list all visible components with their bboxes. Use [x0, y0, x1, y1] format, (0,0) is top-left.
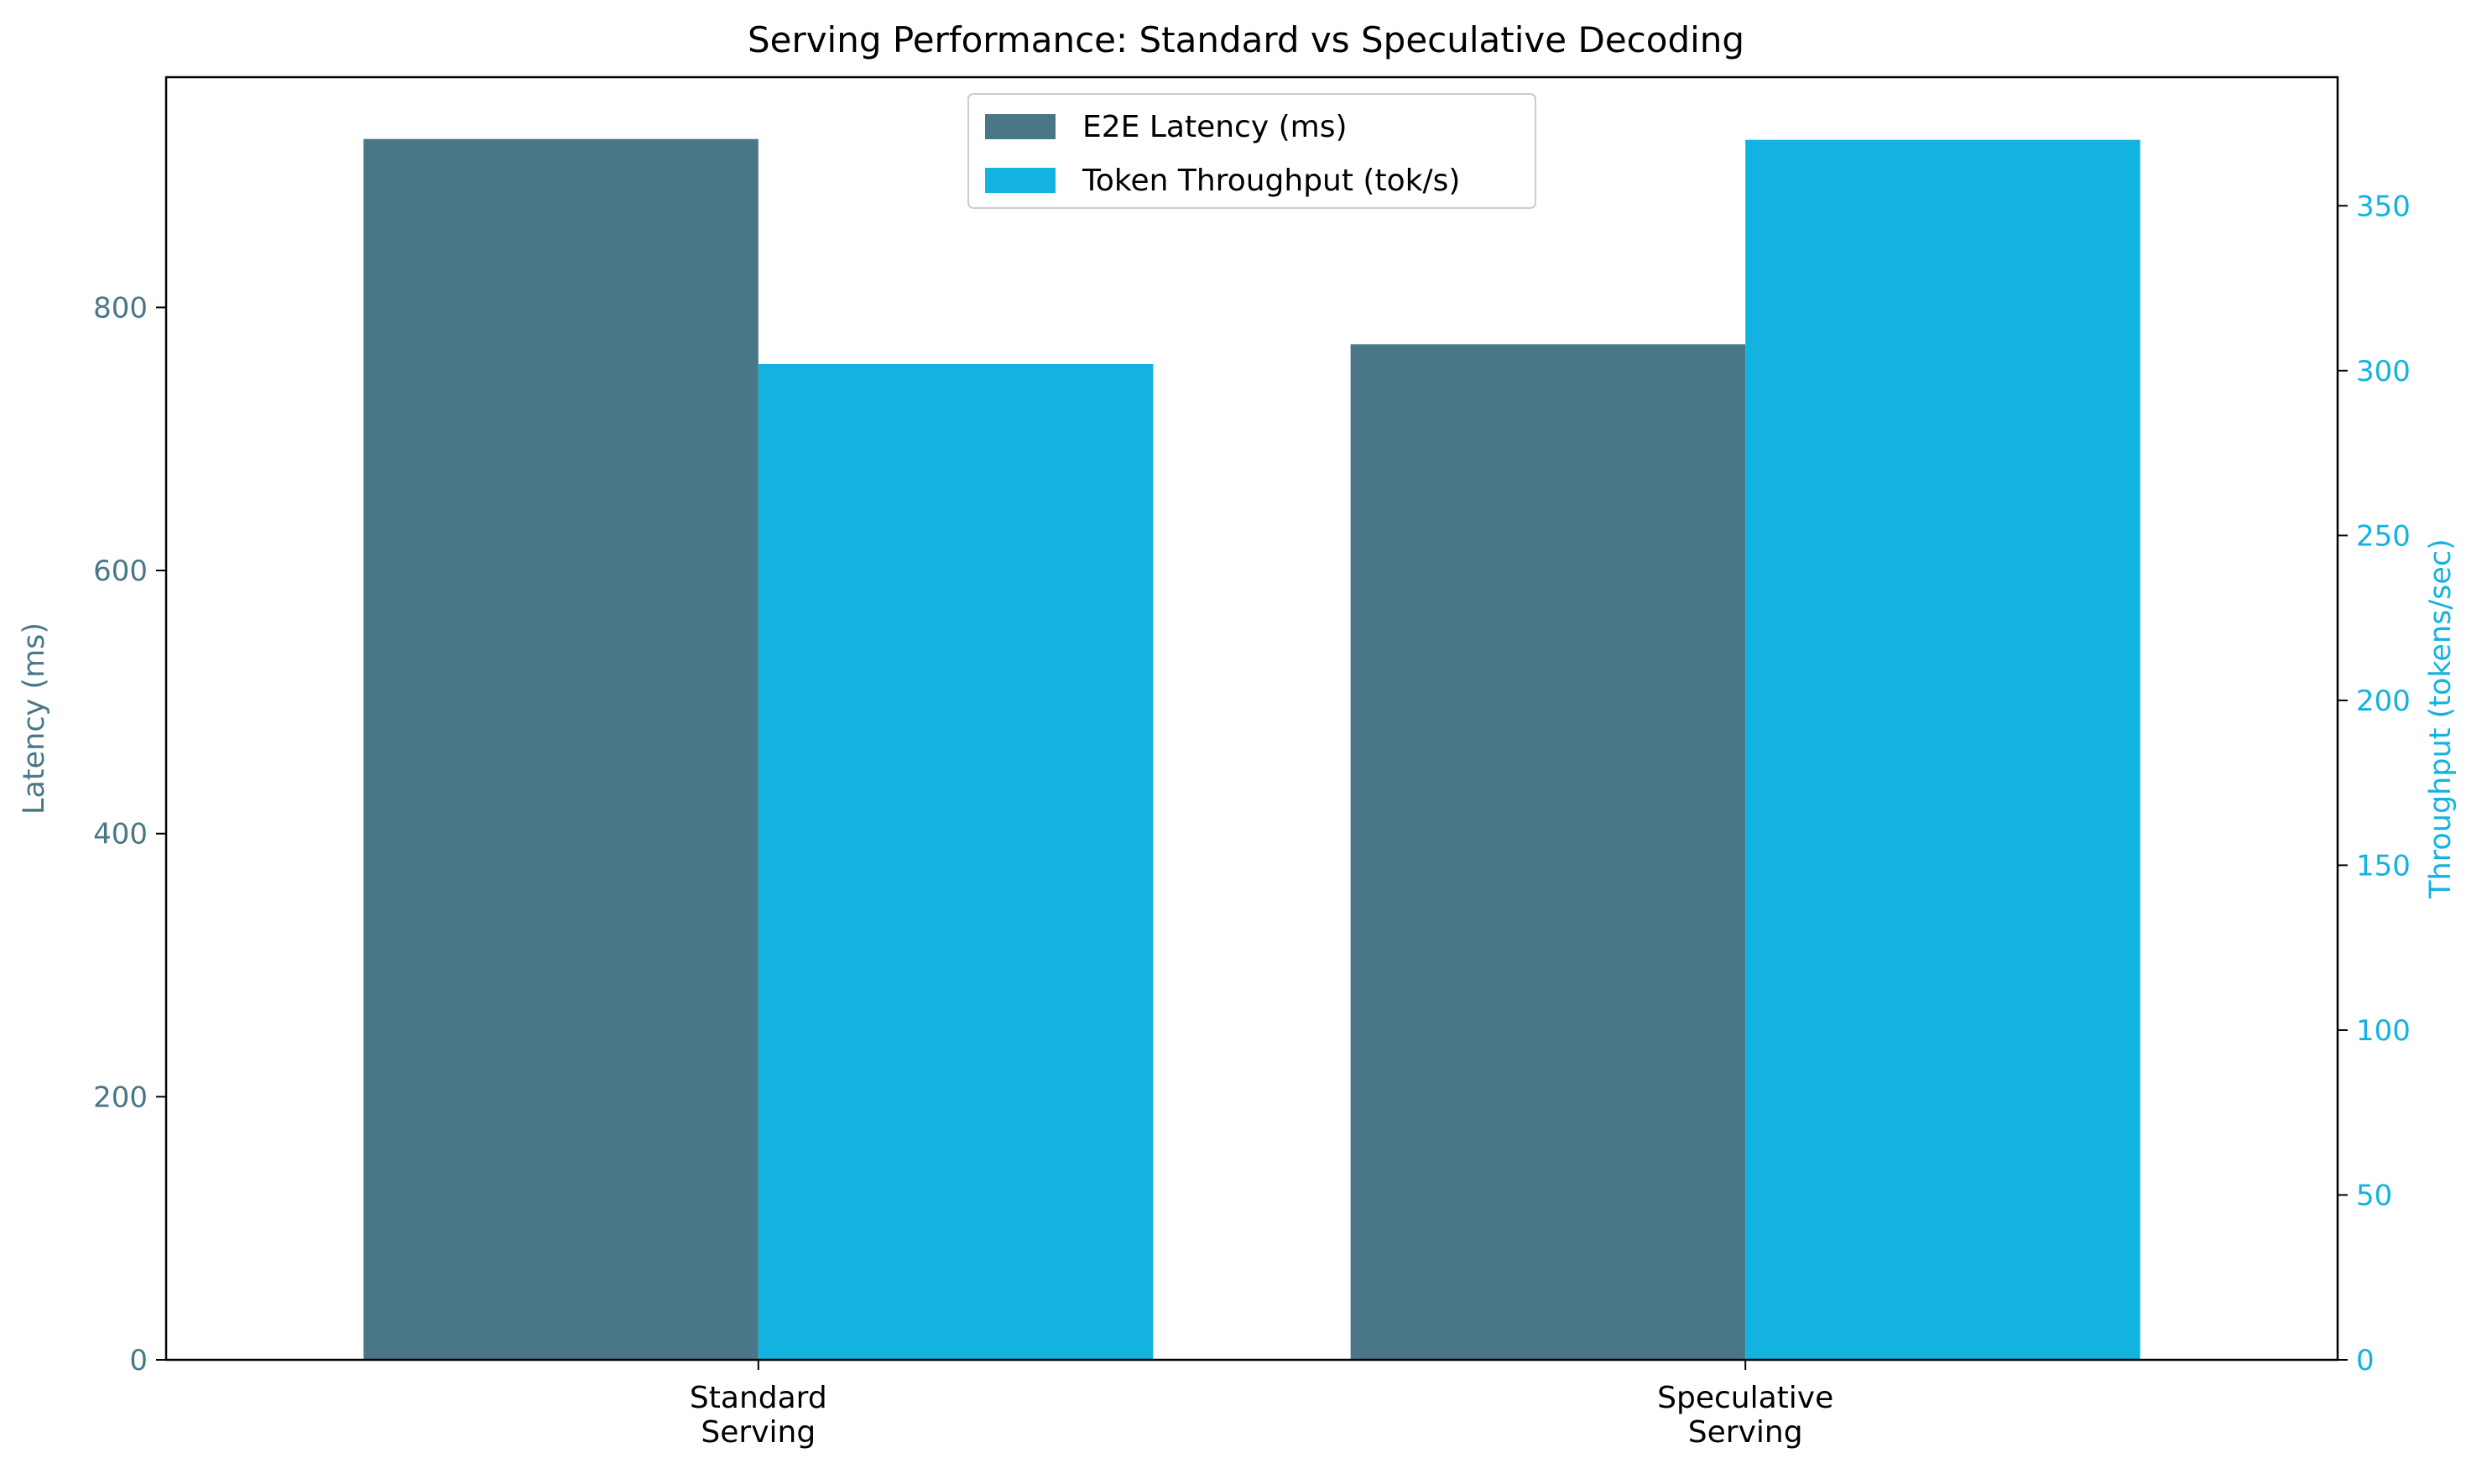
- y-left-tick-label: 600: [93, 555, 148, 588]
- y-left-tick-label: 0: [129, 1344, 148, 1377]
- y-left-tick-label: 800: [93, 291, 148, 325]
- x-tick-label-line: Standard: [690, 1381, 827, 1415]
- y-right-tick-label: 350: [2356, 190, 2411, 223]
- y-right-tick-label: 300: [2356, 355, 2411, 388]
- bar-throughput-1: [1745, 139, 2140, 1360]
- legend-swatch: [985, 168, 1056, 193]
- y-right-tick-label: 50: [2356, 1179, 2392, 1212]
- x-tick-label-line: Speculative: [1657, 1381, 1833, 1415]
- x-tick-label-line: Serving: [701, 1415, 816, 1450]
- y-right-tick-label: 150: [2356, 849, 2411, 883]
- y-right-tick-label: 250: [2356, 519, 2411, 553]
- legend: E2E Latency (ms) Token Throughput (tok/s): [967, 93, 1536, 209]
- legend-label: Token Throughput (tok/s): [1082, 164, 1460, 198]
- y-right-tick-label: 0: [2356, 1344, 2375, 1377]
- bar-latency-0: [363, 138, 759, 1360]
- y-axis-left-label: Latency (ms): [18, 622, 51, 815]
- y-left-tick-label: 200: [93, 1080, 148, 1114]
- bars-layer: [363, 138, 2140, 1360]
- y-axis-right-label: Throughput (tokens/sec): [2424, 539, 2458, 899]
- chart-title: Serving Performance: Standard vs Specula…: [748, 19, 1744, 60]
- x-tick-label-line: Serving: [1688, 1415, 1803, 1450]
- bar-latency-1: [1350, 344, 1746, 1360]
- axes-layer: 0 200 400 600 800 0 50 100 150 200 250 300 350 Standa…: [93, 76, 2411, 1450]
- plot-frame: [164, 76, 2339, 1362]
- legend-label: E2E Latency (ms): [1082, 110, 1348, 144]
- y-right-tick-label: 200: [2356, 685, 2411, 718]
- bar-throughput-0: [758, 363, 1154, 1360]
- y-left-tick-label: 400: [93, 818, 148, 851]
- legend-box: [967, 93, 1536, 209]
- y-right-tick-label: 100: [2356, 1014, 2411, 1048]
- legend-swatch: [985, 114, 1056, 139]
- x-tick-label: Speculative Serving: [1657, 1381, 1833, 1450]
- x-tick-label: Standard Serving: [690, 1381, 827, 1450]
